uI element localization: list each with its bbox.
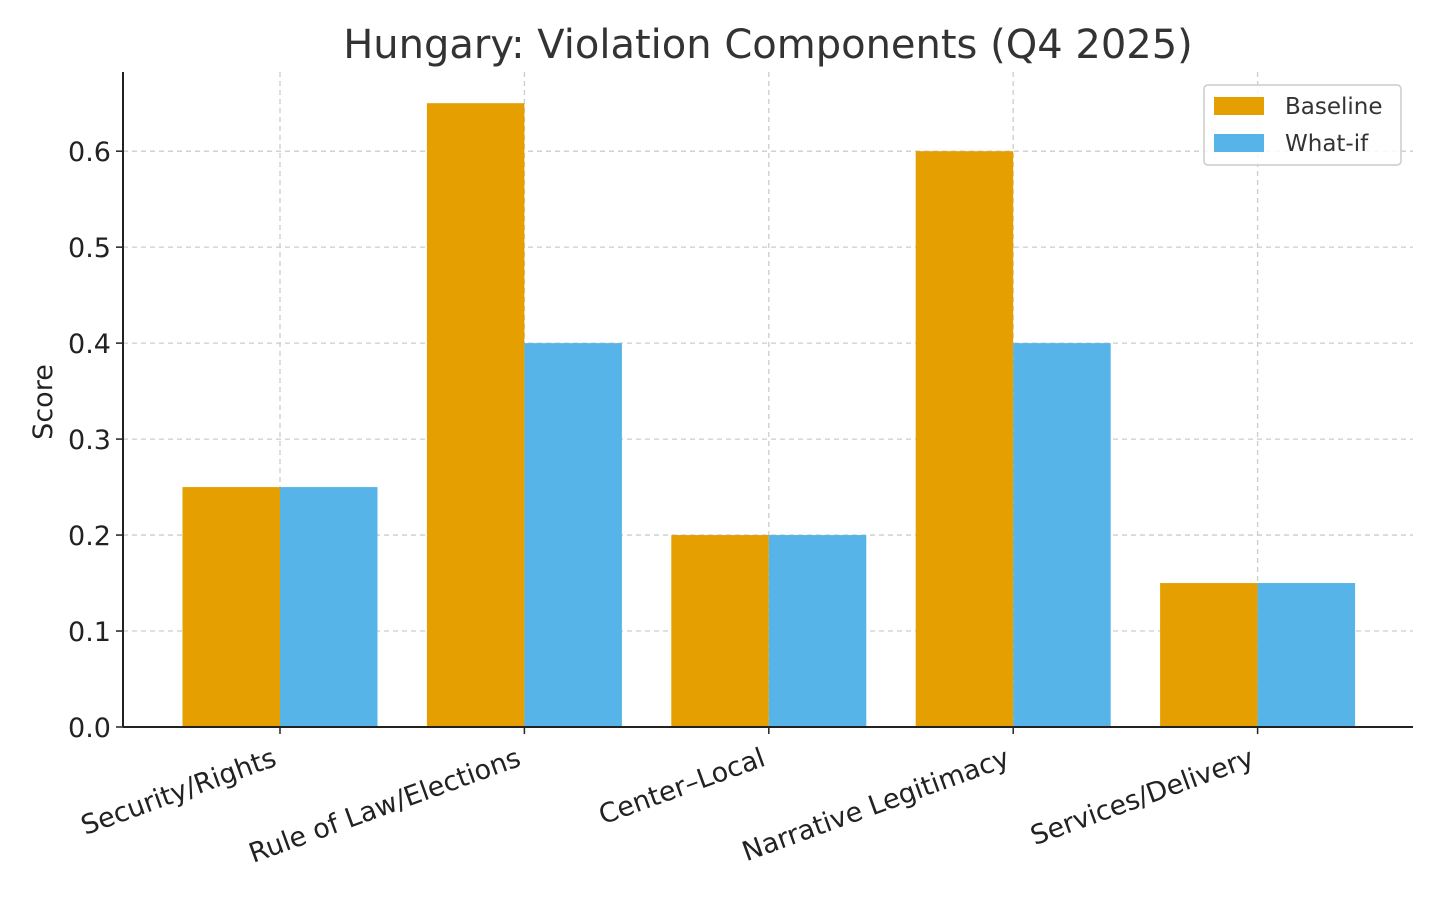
- bar-what-if: [1257, 583, 1356, 727]
- y-tick-label: 0.6: [68, 137, 111, 168]
- legend: Baseline What-if: [1203, 84, 1402, 166]
- y-tick-label: 0.2: [68, 521, 111, 552]
- bar-what-if: [1013, 343, 1111, 727]
- axes: [116, 72, 1413, 734]
- bar-baseline: [915, 151, 1014, 727]
- y-tick-label: 0.0: [68, 713, 111, 744]
- bar-what-if: [768, 535, 867, 727]
- bar-baseline: [182, 487, 280, 727]
- bar-baseline: [671, 535, 769, 727]
- legend-swatch: [1214, 97, 1264, 115]
- bars: [182, 103, 1356, 727]
- bar-what-if: [524, 343, 622, 727]
- bar-baseline: [1160, 583, 1258, 727]
- chart-title: Hungary: Violation Components (Q4 2025): [343, 22, 1193, 68]
- y-tick-label: 0.4: [68, 329, 111, 360]
- legend-swatch: [1214, 134, 1264, 152]
- x-tick-label: Center–Local: [595, 742, 769, 831]
- bar-baseline: [426, 103, 525, 727]
- x-tick-label: Services/Delivery: [1027, 742, 1258, 852]
- x-tick-label: Narrative Legitimacy: [738, 742, 1013, 868]
- y-tick-label: 0.5: [68, 233, 111, 264]
- legend-label: Baseline: [1285, 94, 1383, 120]
- y-tick-label: 0.1: [68, 617, 111, 648]
- bar-what-if: [280, 487, 378, 727]
- y-tick-label: 0.3: [68, 425, 111, 456]
- legend-label: What-if: [1285, 131, 1369, 157]
- x-tick-label: Rule of Law/Elections: [245, 742, 525, 869]
- x-tick-label: Security/Rights: [77, 742, 280, 841]
- y-axis-label: Score: [28, 364, 59, 440]
